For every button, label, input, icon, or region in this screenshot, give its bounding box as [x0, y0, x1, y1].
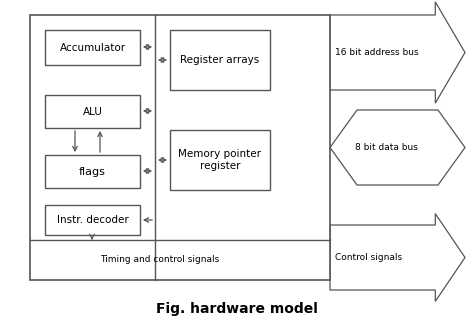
Bar: [45, 155, 140, 188]
Text: Memory pointer
register: Memory pointer register: [179, 149, 262, 171]
Bar: [170, 130, 270, 190]
Text: ALU: ALU: [82, 107, 102, 117]
Text: Instr. decoder: Instr. decoder: [56, 215, 128, 225]
Bar: [170, 30, 270, 90]
Bar: [45, 95, 140, 128]
Bar: [30, 15, 330, 280]
Text: Timing and control signals: Timing and control signals: [100, 256, 219, 265]
Polygon shape: [330, 2, 465, 103]
Text: Accumulator: Accumulator: [59, 42, 126, 52]
Polygon shape: [330, 110, 465, 185]
Text: Register arrays: Register arrays: [181, 55, 260, 65]
Bar: [45, 205, 140, 235]
Polygon shape: [330, 214, 465, 301]
Bar: [45, 30, 140, 65]
Text: 16 bit address bus: 16 bit address bus: [335, 47, 419, 56]
Text: Fig. hardware model: Fig. hardware model: [156, 302, 318, 316]
Text: flags: flags: [79, 167, 106, 176]
Text: Control signals: Control signals: [335, 253, 402, 262]
Text: 8 bit data bus: 8 bit data bus: [355, 143, 418, 152]
